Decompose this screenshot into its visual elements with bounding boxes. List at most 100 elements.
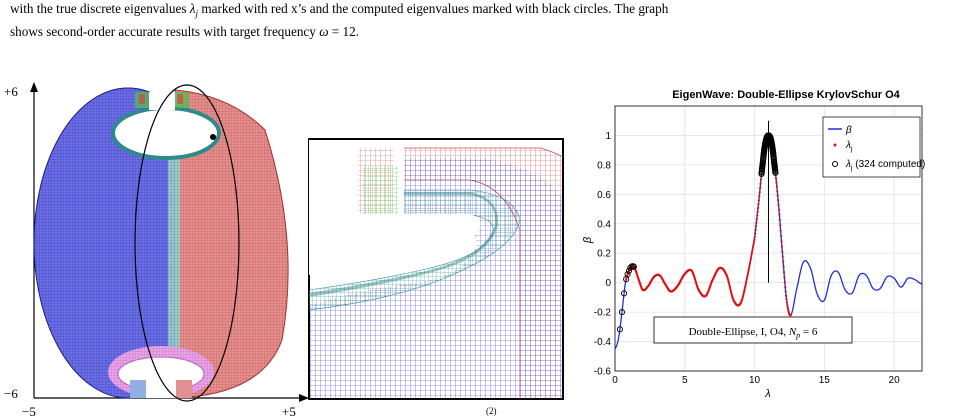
lambda-dot	[779, 229, 782, 232]
legend-lambda-label: λj	[845, 140, 853, 153]
lambda-dot	[778, 218, 781, 222]
top-hole	[111, 92, 221, 160]
lambda-dot	[775, 181, 778, 184]
chart-annotation: Double-Ellipse, I, O4, Np = 6	[653, 316, 853, 344]
y-tick-label: -0.4	[594, 337, 612, 348]
lambda-dot	[779, 224, 782, 227]
x-axis-label: λ	[764, 388, 770, 400]
lambda-dot	[751, 250, 754, 253]
lambda-dot	[758, 195, 761, 198]
chart-title: EigenWave: Double-Ellipse KrylovSchur O4	[672, 89, 900, 101]
lambda-dot	[730, 291, 733, 294]
lambda-dot	[750, 252, 753, 255]
lambda-dot	[777, 199, 780, 202]
lambda-dot	[781, 250, 784, 253]
lambda-dot	[783, 276, 786, 279]
lambda-dot	[782, 260, 785, 263]
lambda-dot	[727, 281, 730, 284]
computed-point	[616, 326, 623, 333]
bottom-hole	[108, 346, 214, 398]
marker-dot	[210, 134, 216, 140]
y-top-label: +6	[4, 84, 18, 99]
lambda-dot	[777, 208, 781, 211]
panel-sublabel: (2)	[486, 406, 497, 416]
lambda-dot	[781, 255, 784, 258]
lambda-dot	[774, 177, 778, 180]
x-tick-label: 10	[749, 375, 761, 386]
lambda-dot	[782, 265, 785, 269]
legend-beta-label: β	[845, 125, 852, 136]
lambda-dot	[752, 243, 755, 246]
lambda-dot	[755, 221, 758, 224]
eigenwave-chart: EigenWave: Double-Ellipse KrylovSchur O4…	[582, 89, 925, 400]
lambda-dot	[789, 314, 792, 317]
lambda-dot	[743, 286, 747, 289]
lambda-dot	[784, 286, 787, 289]
computed-point	[621, 290, 628, 297]
lambda-dot	[748, 265, 751, 269]
lambda-dot	[753, 238, 756, 242]
lambda-dot	[751, 245, 755, 248]
lambda-dot	[745, 278, 748, 281]
lambda-dot	[786, 306, 789, 309]
lambda-dot	[784, 294, 788, 297]
y-tick-label: -0.2	[594, 308, 612, 319]
lambda-dot	[729, 288, 732, 291]
y-tick-label: 0.6	[597, 190, 611, 201]
lambda-dot	[759, 178, 763, 181]
lambda-dot	[758, 191, 761, 194]
lambda-dot	[780, 240, 783, 243]
legend-lambda-swatch	[833, 143, 837, 147]
lambda-dot	[776, 194, 779, 197]
lambda-dot	[782, 271, 786, 274]
y-tick-label: 0.4	[597, 219, 611, 230]
y-tick-label: 0	[605, 278, 611, 289]
annotation-text: Double-Ellipse, I, O4, Np = 6	[689, 326, 818, 340]
x-tick-label: 20	[889, 375, 901, 386]
chart-series	[614, 120, 923, 350]
lambda-dot	[728, 284, 731, 287]
y-tick-label: 0.2	[597, 249, 611, 260]
lambda-dot	[777, 203, 780, 206]
caption-line-1: with the true discrete eigenvalues λj ma…	[10, 1, 669, 19]
lambda-dot	[751, 247, 754, 251]
lambda-dot	[759, 186, 762, 190]
lambda-dot	[755, 217, 758, 221]
computed-point	[625, 267, 633, 274]
outer-domain-grid	[33, 87, 289, 399]
overlay-ellipse	[134, 84, 240, 402]
lambda-dot	[743, 290, 746, 293]
lambda-dot	[786, 304, 789, 307]
zoom-inset	[308, 138, 564, 400]
lambda-dot	[747, 268, 750, 271]
lambda-dot	[748, 261, 752, 264]
caption-line-2: shows second-order accurate results with…	[10, 23, 360, 39]
lambda-dot	[756, 206, 760, 210]
lambda-dot	[729, 289, 732, 293]
lambda-dot	[746, 276, 749, 279]
lambda-dot	[744, 284, 747, 287]
lambda-dot	[785, 301, 789, 304]
lambda-dot	[759, 182, 762, 185]
lambda-dot	[779, 234, 783, 238]
lambda-dot	[757, 199, 760, 202]
lambda-dot	[756, 210, 759, 213]
x-right-label: +5	[282, 404, 296, 419]
lambda-dot	[757, 203, 760, 206]
lambda-dot	[784, 290, 787, 293]
lambda-dot	[748, 263, 751, 267]
x-tick-label: 15	[819, 375, 831, 386]
lambda-dot	[625, 277, 628, 281]
lambda-dot	[750, 254, 753, 258]
lambda-dot	[783, 281, 786, 284]
lambda-dot	[780, 245, 783, 248]
lambda-dot	[754, 232, 757, 235]
computed-point	[630, 263, 637, 270]
lambda-dot	[754, 225, 758, 228]
lambda-dot	[746, 272, 750, 275]
chart-legend: β λj λj (324 computed)	[822, 116, 925, 178]
y-tick-label: -0.6	[594, 367, 612, 378]
lambda-dot	[742, 293, 745, 296]
lambda-dot	[743, 288, 746, 291]
lambda-dot	[776, 190, 779, 193]
